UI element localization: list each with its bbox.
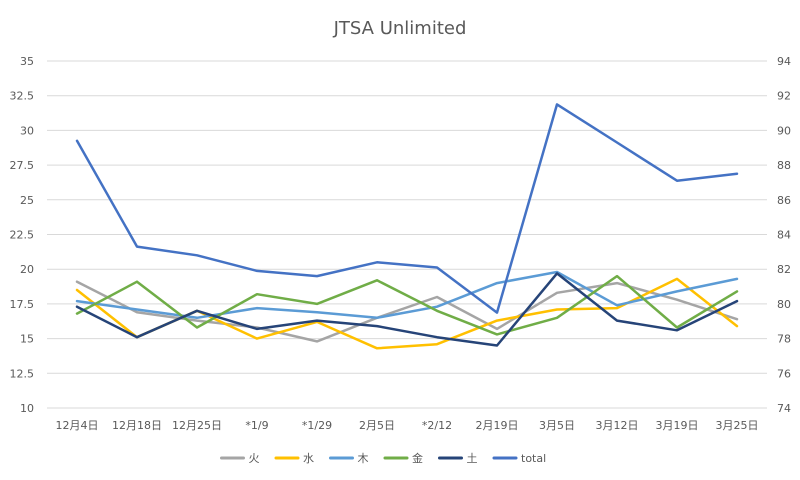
y-right-tick-label: 78 (777, 333, 791, 346)
x-tick-label: 3月5日 (539, 419, 575, 432)
y-right-tick-label: 82 (777, 263, 791, 276)
x-tick-label: 12月18日 (112, 419, 162, 432)
x-tick-label: 12月4日 (56, 419, 99, 432)
y-left-tick-label: 30 (20, 124, 34, 137)
legend-item: 火 (220, 452, 260, 465)
y-right-tick-label: 86 (777, 194, 791, 207)
series-line-金 (75, 274, 739, 336)
legend-item: 水 (274, 452, 314, 465)
gridlines (47, 60, 767, 409)
legend-label: 水 (303, 452, 314, 465)
y-left-tick-label: 32.5 (10, 90, 35, 103)
y-right-tick-label: 92 (777, 90, 791, 103)
y-right-tick-label: 76 (777, 367, 791, 380)
y-left-tick-label: 27.5 (10, 159, 35, 172)
x-tick-label: *1/9 (245, 419, 268, 432)
x-tick-label: 3月12日 (596, 419, 639, 432)
left-axis-ticks: 10 12.5 15 17.5 20 22.5 25 27.5 30 32.5 35 (10, 55, 35, 415)
y-left-tick-label: 25 (20, 194, 34, 207)
y-right-tick-label: 88 (777, 159, 791, 172)
legend-item: 金 (383, 451, 423, 465)
y-right-tick-label: 90 (777, 124, 791, 137)
series-line-total (75, 103, 739, 314)
y-left-tick-label: 35 (20, 55, 34, 68)
y-right-tick-label: 84 (777, 229, 791, 242)
y-left-tick-label: 10 (20, 402, 34, 415)
legend-item: 土 (438, 452, 478, 465)
legend-item: 木 (329, 452, 369, 465)
x-tick-label: 12月25日 (172, 419, 222, 432)
y-right-tick-label: 94 (777, 55, 791, 68)
legend-item: total (492, 452, 546, 465)
legend-label: 木 (358, 452, 369, 465)
x-tick-label: 3月19日 (656, 419, 699, 432)
y-left-tick-label: 12.5 (10, 367, 35, 380)
y-left-tick-label: 17.5 (10, 298, 35, 311)
x-tick-label: 2月5日 (359, 419, 395, 432)
chart-title: JTSA Unlimited (333, 18, 467, 39)
y-left-tick-label: 15 (20, 333, 34, 346)
legend-label: 金 (412, 451, 423, 465)
y-left-tick-label: 20 (20, 263, 34, 276)
x-tick-label: *2/12 (422, 419, 452, 432)
legend-label: total (521, 452, 546, 465)
legend-label: 火 (249, 452, 260, 465)
legend: 火 水 木 金 土 total (220, 451, 546, 465)
x-tick-label: *1/29 (302, 419, 332, 432)
x-tick-label: 2月19日 (476, 419, 519, 432)
series-lines (75, 103, 739, 350)
x-tick-label: 3月25日 (716, 419, 759, 432)
legend-label: 土 (467, 452, 478, 465)
right-axis-ticks: 74 76 78 80 82 84 86 88 90 92 94 (777, 55, 791, 415)
series-line-土 (75, 272, 739, 347)
x-axis-ticks: 12月4日 12月18日 12月25日 *1/9 *1/29 2月5日 *2/12 2月19日… (56, 419, 759, 432)
y-right-tick-label: 80 (777, 298, 791, 311)
y-right-tick-label: 74 (777, 402, 791, 415)
y-left-tick-label: 22.5 (10, 229, 35, 242)
